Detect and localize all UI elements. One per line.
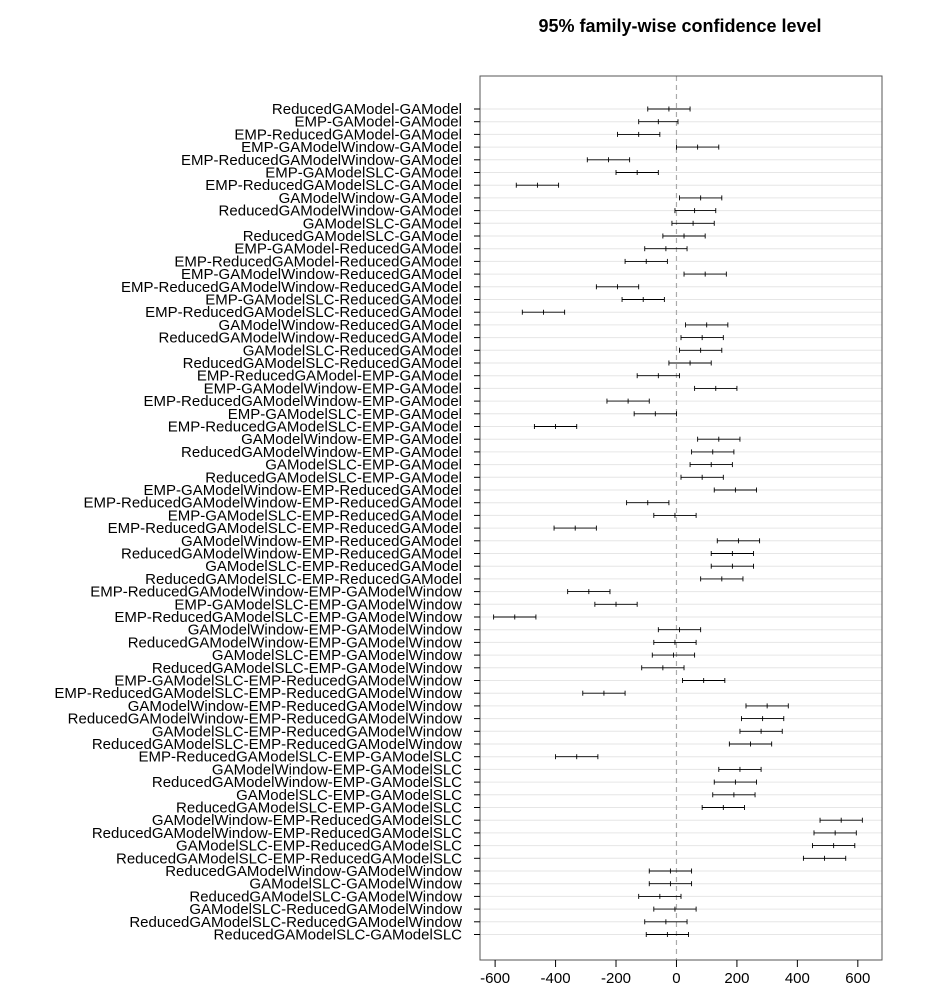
- category-label: EMP-ReducedGAModelWindow-EMP-GAModel: [144, 393, 462, 410]
- category-label: ReducedGAModelWindow-EMP-GAModel: [181, 444, 462, 461]
- category-label: ReducedGAModelWindow-EMP-ReducedGAModel: [121, 546, 462, 563]
- category-label: GAModelWindow-EMP-GAModelSLC: [212, 761, 462, 778]
- category-label: EMP-GAModelSLC-EMP-GAModelWindow: [174, 596, 462, 613]
- category-label: ReducedGAModelSLC-EMP-GAModel: [205, 469, 462, 486]
- category-label: ReducedGAModelSLC-EMP-ReducedGAModel: [145, 571, 462, 588]
- category-label: EMP-GAModelSLC-GAModel: [265, 165, 462, 182]
- category-label: EMP-ReducedGAModel-GAModel: [234, 126, 462, 143]
- category-label: EMP-ReducedGAModelWindow-EMP-ReducedGAMo…: [84, 495, 463, 512]
- category-label: ReducedGAModelWindow-EMP-GAModelSLC: [152, 774, 462, 791]
- category-label: ReducedGAModelWindow-GAModelWindow: [165, 863, 462, 880]
- category-label: ReducedGAModelSLC-EMP-GAModelWindow: [152, 660, 462, 677]
- category-label: GAModelSLC-GAModelWindow: [249, 876, 462, 893]
- chart-title: 95% family-wise confidence level: [538, 16, 822, 36]
- category-label: ReducedGAModelSLC-ReducedGAModelWindow: [129, 914, 462, 931]
- category-label: EMP-ReducedGAModel-ReducedGAModel: [174, 253, 462, 270]
- category-label: EMP-GAModel-GAModel: [294, 114, 462, 131]
- category-label: EMP-ReducedGAModelSLC-EMP-GAModelSLC: [139, 749, 463, 766]
- category-label: ReducedGAModelSLC-ReducedGAModel: [183, 355, 462, 372]
- category-label: EMP-GAModelWindow-EMP-GAModel: [204, 380, 462, 397]
- category-label: ReducedGAModelSLC-GAModelSLC: [214, 927, 463, 944]
- category-label: ReducedGAModelWindow-EMP-ReducedGAModelS…: [92, 825, 462, 842]
- category-label: EMP-GAModelSLC-EMP-ReducedGAModel: [168, 507, 462, 524]
- category-label: GAModelSLC-ReducedGAModel: [243, 342, 462, 359]
- category-label: GAModelWindow-GAModel: [279, 190, 462, 207]
- category-label: EMP-ReducedGAModelSLC-EMP-ReducedGAModel: [108, 520, 462, 537]
- category-label: GAModelSLC-ReducedGAModelWindow: [189, 901, 462, 918]
- x-tick-label: 400: [785, 970, 810, 987]
- category-label: GAModelWindow-ReducedGAModel: [219, 317, 462, 334]
- category-label: GAModelWindow-EMP-GAModelWindow: [188, 622, 462, 639]
- category-label: EMP-ReducedGAModelSLC-EMP-GAModel: [168, 419, 462, 436]
- category-label: GAModelSLC-EMP-ReducedGAModel: [205, 558, 462, 575]
- x-tick-label: 0: [672, 970, 680, 987]
- category-label: EMP-ReducedGAModelWindow-EMP-GAModelWind…: [90, 584, 462, 601]
- category-label: EMP-GAModelSLC-EMP-GAModel: [228, 406, 462, 423]
- grid-layer: [480, 108, 882, 935]
- category-label: EMP-ReducedGAModelSLC-EMP-GAModelWindow: [114, 609, 462, 626]
- category-label: GAModelWindow-EMP-GAModel: [241, 431, 462, 448]
- category-label: GAModelSLC-EMP-GAModelSLC: [236, 787, 462, 804]
- x-tick-label: 200: [724, 970, 749, 987]
- category-label: ReducedGAModel-GAModel: [272, 101, 462, 118]
- category-label: ReducedGAModelWindow-GAModel: [219, 203, 462, 220]
- category-label: EMP-ReducedGAModelWindow-ReducedGAModel: [121, 279, 462, 296]
- x-tick-label: 600: [845, 970, 870, 987]
- category-label: ReducedGAModelSLC-EMP-ReducedGAModelWind…: [92, 736, 462, 753]
- category-label: EMP-ReducedGAModelSLC-EMP-ReducedGAModel…: [54, 685, 462, 702]
- category-label: EMP-ReducedGAModel-EMP-GAModel: [197, 368, 462, 385]
- category-label: ReducedGAModelSLC-EMP-GAModelSLC: [176, 800, 462, 817]
- category-label: GAModelWindow-EMP-ReducedGAModelWindow: [128, 698, 462, 715]
- category-label: ReducedGAModelSLC-GAModelWindow: [189, 888, 462, 905]
- category-label: GAModelWindow-EMP-ReducedGAModel: [181, 533, 462, 550]
- category-label: ReducedGAModelSLC-GAModel: [243, 228, 462, 245]
- category-label: ReducedGAModelWindow-EMP-GAModelWindow: [128, 634, 462, 651]
- category-label: GAModelSLC-EMP-ReducedGAModelWindow: [152, 723, 462, 740]
- category-label: GAModelWindow-EMP-ReducedGAModelSLC: [152, 812, 462, 829]
- category-label: EMP-ReducedGAModelSLC-ReducedGAModel: [145, 304, 462, 321]
- x-tick-label: -600: [480, 970, 510, 987]
- category-label: EMP-GAModelWindow-EMP-ReducedGAModel: [144, 482, 462, 499]
- category-label: EMP-GAModelSLC-ReducedGAModel: [205, 292, 462, 309]
- category-label-layer: ReducedGAModel-GAModelEMP-GAModel-GAMode…: [54, 101, 480, 944]
- x-axis: -600 -400 -200 0 200 400 600: [480, 960, 870, 987]
- x-tick-label: -400: [541, 970, 571, 987]
- category-label: EMP-ReducedGAModelSLC-GAModel: [205, 177, 462, 194]
- interval-layer: [493, 106, 863, 937]
- x-tick-label: -200: [601, 970, 631, 987]
- category-label: ReducedGAModelSLC-EMP-ReducedGAModelSLC: [116, 850, 462, 867]
- category-label: ReducedGAModelWindow-ReducedGAModel: [159, 330, 463, 347]
- category-label: EMP-GAModelWindow-ReducedGAModel: [181, 266, 462, 283]
- plot-frame: [479, 75, 883, 961]
- category-label: GAModelSLC-EMP-GAModelWindow: [212, 647, 462, 664]
- category-label: EMP-GAModel-ReducedGAModel: [234, 241, 462, 258]
- category-label: GAModelSLC-EMP-GAModel: [265, 457, 462, 474]
- category-label: GAModelSLC-GAModel: [303, 215, 462, 232]
- category-label: EMP-GAModelSLC-EMP-ReducedGAModelWindow: [114, 673, 462, 690]
- category-label: ReducedGAModelWindow-EMP-ReducedGAModelW…: [68, 711, 463, 728]
- category-label: GAModelSLC-EMP-ReducedGAModelSLC: [176, 838, 462, 855]
- category-label: EMP-GAModelWindow-GAModel: [241, 139, 462, 156]
- category-label: EMP-ReducedGAModelWindow-GAModel: [181, 152, 462, 169]
